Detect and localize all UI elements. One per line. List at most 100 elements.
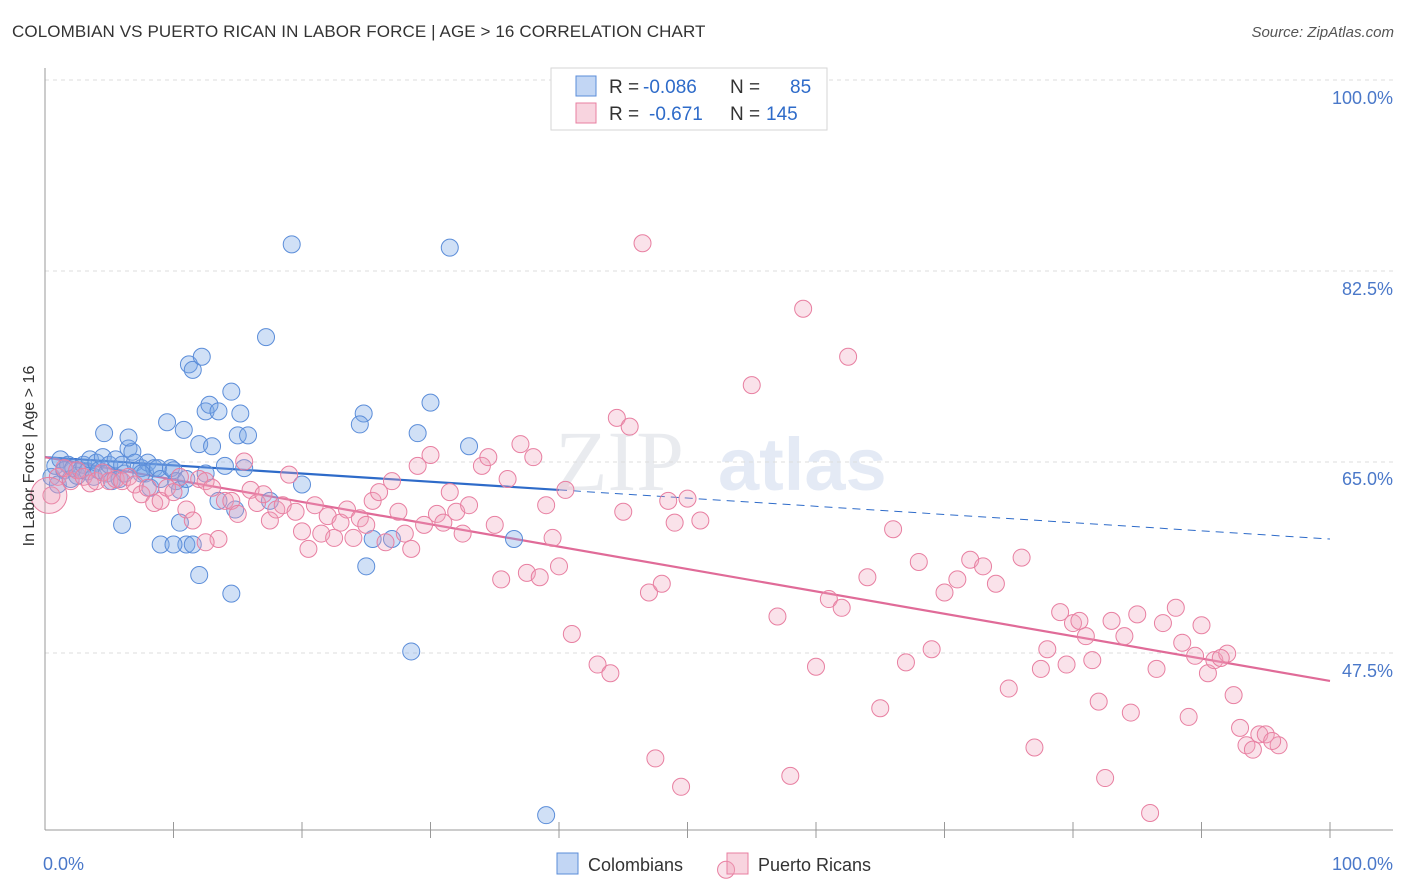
colombian-point bbox=[190, 566, 209, 585]
puerto-rican-point bbox=[177, 500, 196, 519]
puerto-rican-point bbox=[633, 234, 652, 253]
puerto-rican-point bbox=[1198, 664, 1217, 683]
puerto-rican-point bbox=[299, 539, 318, 558]
puerto-rican-point bbox=[871, 699, 890, 718]
puerto-rican-point bbox=[1089, 692, 1108, 711]
puerto-rican-point bbox=[1121, 703, 1140, 722]
puerto-rican-point bbox=[1096, 769, 1115, 788]
colombian-point bbox=[505, 530, 524, 549]
colombian-point bbox=[177, 535, 196, 554]
puerto-rican-point bbox=[1147, 659, 1166, 678]
puerto-rican-point bbox=[665, 513, 684, 532]
puerto-rican-point bbox=[460, 496, 479, 515]
puerto-rican-point bbox=[132, 485, 151, 504]
puerto-rican-point bbox=[1012, 548, 1031, 567]
puerto-rican-point bbox=[742, 376, 761, 395]
puerto-rican-point bbox=[370, 483, 389, 502]
puerto-rican-point bbox=[254, 485, 273, 504]
legend-r-value-colombians: -0.086 bbox=[643, 77, 697, 98]
bottom-legend-swatch-puerto-ricans bbox=[726, 852, 749, 875]
puerto-rican-point bbox=[601, 664, 620, 683]
puerto-rican-point bbox=[293, 522, 311, 541]
puerto-rican-point bbox=[1038, 640, 1057, 659]
puerto-rican-point bbox=[1263, 731, 1282, 750]
puerto-rican-point bbox=[389, 502, 408, 521]
legend-r-label: R = bbox=[609, 77, 639, 98]
puerto-rican-point bbox=[922, 640, 941, 659]
bottom-legend-colombians: Colombians bbox=[588, 855, 683, 875]
puerto-rican-point bbox=[807, 657, 825, 676]
puerto-rican-point bbox=[434, 513, 453, 532]
puerto-rican-point bbox=[884, 520, 903, 539]
puerto-ricans-points bbox=[30, 234, 1288, 879]
colombian-point bbox=[95, 424, 114, 443]
y-tick-label: 65.0% bbox=[1342, 469, 1393, 489]
puerto-rican-point bbox=[1256, 725, 1275, 744]
source-credit: Source: ZipAtlas.com bbox=[1251, 24, 1394, 41]
puerto-rican-point bbox=[1179, 707, 1198, 726]
watermark-atlas: atlas bbox=[718, 423, 887, 506]
legend-r-label: R = bbox=[609, 104, 639, 125]
puerto-rican-point bbox=[138, 478, 157, 497]
colombian-point bbox=[257, 328, 276, 347]
y-axis-title: In Labor Force | Age > 16 bbox=[21, 366, 38, 547]
puerto-rican-point bbox=[80, 474, 99, 493]
puerto-rican-point bbox=[382, 472, 401, 491]
puerto-rican-point bbox=[691, 511, 710, 530]
bottom-legend-swatch-colombians bbox=[556, 852, 579, 875]
puerto-rican-point bbox=[170, 467, 189, 486]
puerto-rican-point bbox=[260, 511, 279, 530]
puerto-rican-point bbox=[498, 470, 517, 488]
puerto-rican-point bbox=[672, 777, 691, 796]
puerto-rican-point bbox=[151, 491, 170, 510]
colombian-point bbox=[158, 413, 177, 432]
puerto-rican-point bbox=[819, 590, 838, 609]
puerto-rican-point bbox=[556, 480, 575, 499]
puerto-rican-point bbox=[164, 483, 183, 502]
puerto-rican-point bbox=[1166, 598, 1185, 617]
colombian-point bbox=[215, 456, 234, 475]
colombian-point bbox=[149, 459, 168, 478]
colombian-point bbox=[164, 461, 183, 480]
colombian-point bbox=[537, 806, 556, 825]
colombian-point bbox=[460, 437, 479, 456]
legend-r-value-puerto-ricans: -0.671 bbox=[649, 104, 703, 125]
puerto-rican-point bbox=[639, 583, 658, 602]
puerto-rican-point bbox=[935, 583, 954, 602]
legend-n-label: N = bbox=[730, 77, 760, 98]
puerto-rican-point bbox=[402, 539, 421, 558]
puerto-rican-point bbox=[1153, 614, 1172, 633]
puerto-rican-point bbox=[1070, 611, 1089, 630]
colombian-point bbox=[239, 426, 258, 445]
puerto-rican-point bbox=[1115, 627, 1134, 646]
bottom-legend: Colombians Puerto Ricans bbox=[556, 852, 871, 875]
puerto-rican-point bbox=[524, 448, 543, 467]
puerto-rican-point bbox=[543, 528, 562, 547]
puerto-rican-point bbox=[350, 509, 369, 528]
puerto-rican-point bbox=[896, 653, 915, 672]
puerto-rican-point bbox=[999, 679, 1018, 698]
puerto-rican-point bbox=[357, 515, 376, 534]
colombian-point bbox=[209, 402, 228, 421]
puerto-rican-point bbox=[781, 766, 800, 785]
colombian-point bbox=[421, 393, 440, 412]
puerto-rican-point bbox=[344, 528, 363, 547]
puerto-rican-point bbox=[620, 417, 639, 436]
puerto-rican-point bbox=[562, 624, 581, 643]
legend-swatch-colombians bbox=[575, 75, 597, 97]
puerto-rican-point bbox=[986, 574, 1005, 593]
puerto-rican-point bbox=[280, 465, 299, 484]
colombian-point bbox=[228, 426, 247, 445]
colombian-point bbox=[183, 360, 202, 379]
puerto-rican-point bbox=[1025, 738, 1044, 757]
bottom-legend-puerto-ricans: Puerto Ricans bbox=[758, 855, 871, 875]
puerto-rican-point bbox=[42, 486, 61, 505]
trend-line-colombians-extension bbox=[558, 489, 1331, 540]
colombian-point bbox=[222, 382, 241, 401]
puerto-rican-point bbox=[440, 483, 459, 502]
y-tick-label: 82.5% bbox=[1342, 279, 1393, 299]
puerto-rican-point bbox=[1173, 633, 1192, 652]
colombian-point bbox=[123, 442, 142, 461]
puerto-rican-point bbox=[1057, 655, 1076, 674]
puerto-rican-point bbox=[832, 598, 851, 617]
